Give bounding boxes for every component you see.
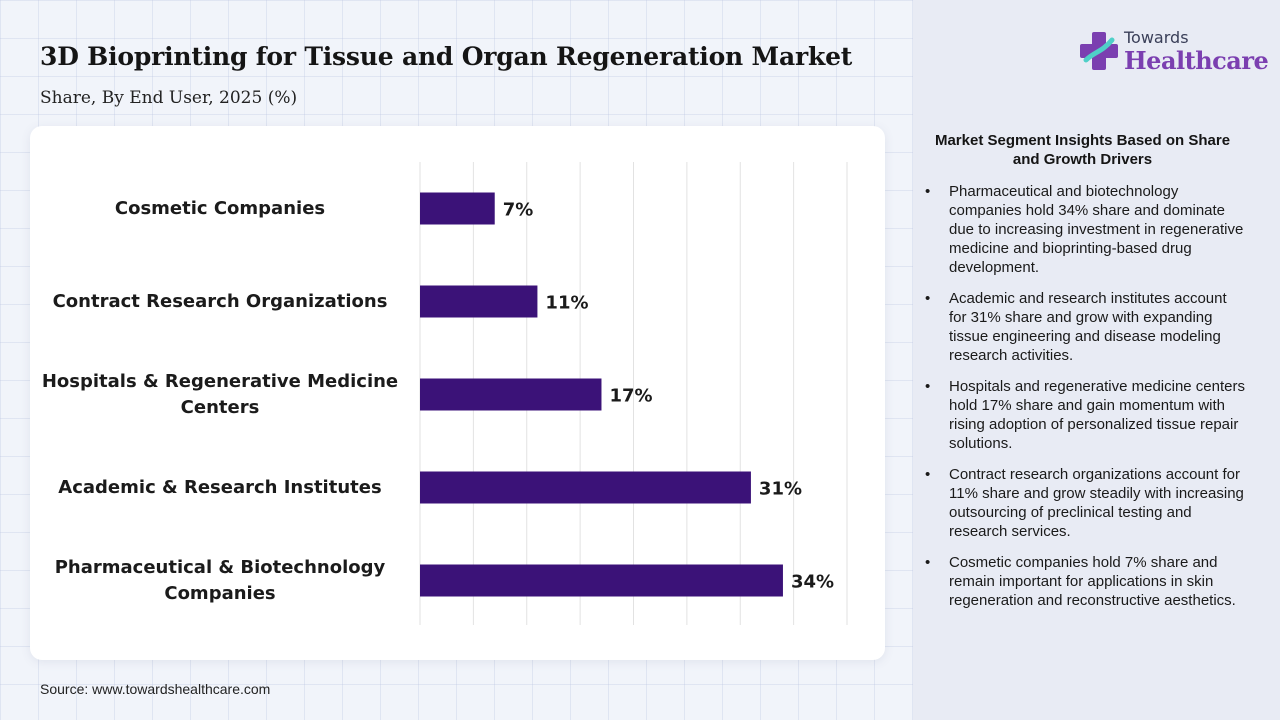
category-label-line: Companies — [164, 582, 276, 604]
bullet-icon: • — [925, 378, 931, 395]
category-label: Hospitals & Regenerative Medicine Centers — [40, 369, 400, 421]
category-label-line: Contract Research Organizations — [52, 290, 388, 312]
insights-panel — [913, 0, 1280, 720]
value-label: 7% — [503, 200, 534, 221]
category-label-line: Pharmaceutical & Biotechnology — [54, 556, 386, 578]
bar-chart: 7% 11% 17% 31% 34% — [419, 162, 848, 625]
insights-list: • Pharmaceutical and biotechnology compan… — [925, 182, 1245, 622]
plus-cross-icon — [1080, 32, 1118, 70]
insight-item: • Contract research organizations account… — [925, 465, 1245, 541]
bar — [420, 378, 602, 411]
insight-text: Hospitals and regenerative medicine cent… — [949, 378, 1245, 452]
insight-item: • Pharmaceutical and biotechnology compan… — [925, 182, 1245, 277]
category-label: Cosmetic Companies — [40, 196, 400, 222]
insight-item: • Cosmetic companies hold 7% share and re… — [925, 553, 1245, 610]
bullet-icon: • — [925, 554, 931, 571]
bar — [420, 564, 783, 597]
chart-title: 3D Bioprinting for Tissue and Organ Rege… — [40, 42, 853, 71]
insight-item: • Hospitals and regenerative medicine cen… — [925, 377, 1245, 453]
brand-name-main: Healthcare — [1124, 46, 1269, 75]
bar — [420, 192, 495, 225]
value-label: 34% — [791, 572, 834, 593]
value-label: 31% — [759, 479, 802, 500]
category-label: Academic & Research Institutes — [40, 475, 400, 501]
insight-text: Academic and research institutes account… — [949, 290, 1227, 364]
brand-logo: Towards Healthcare — [1080, 28, 1269, 78]
bullet-icon: • — [925, 466, 931, 483]
bullet-icon: • — [925, 183, 931, 200]
category-label: Pharmaceutical & Biotechnology Companies — [40, 555, 400, 607]
insight-text: Contract research organizations account … — [949, 466, 1244, 540]
insights-title: Market Segment Insights Based on Share a… — [934, 132, 1231, 168]
brand-name-top: Towards — [1124, 28, 1189, 47]
bar — [420, 471, 751, 504]
insight-item: • Academic and research institutes accoun… — [925, 289, 1245, 365]
insight-text: Pharmaceutical and biotechnology compani… — [949, 183, 1244, 276]
insight-text: Cosmetic companies hold 7% share and rem… — [949, 554, 1236, 609]
chart-subtitle: Share, By End User, 2025 (%) — [40, 88, 298, 108]
bar — [420, 285, 538, 318]
category-label-line: Centers — [180, 396, 260, 418]
source-note: Source: www.towardshealthcare.com — [40, 681, 271, 697]
category-label-line: Academic & Research Institutes — [58, 476, 382, 498]
bullet-icon: • — [925, 290, 931, 307]
category-label-line: Cosmetic Companies — [114, 197, 326, 219]
value-label: 17% — [609, 386, 652, 407]
category-label-line: Hospitals & Regenerative Medicine — [41, 370, 399, 392]
value-label: 11% — [545, 293, 588, 314]
category-label: Contract Research Organizations — [40, 289, 400, 315]
